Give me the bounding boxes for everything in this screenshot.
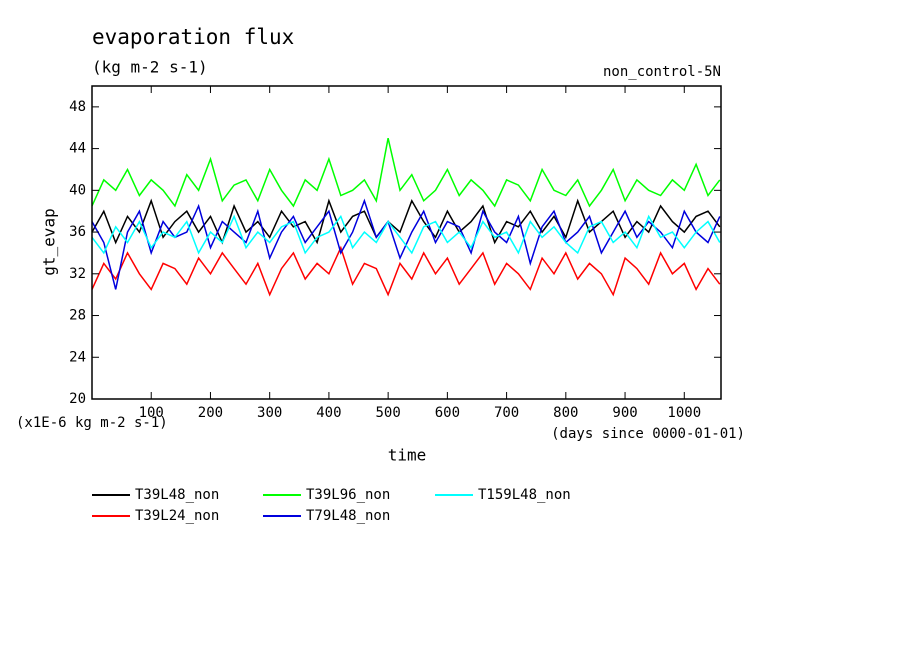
x-tick-label: 800 — [553, 405, 578, 421]
x-tick-label: 1000 — [667, 405, 701, 421]
x-tick-label: 200 — [198, 405, 223, 421]
y-axis-label: gt_evap — [40, 208, 59, 275]
x-tick-label: 700 — [494, 405, 519, 421]
chart-title: evaporation flux — [92, 25, 294, 49]
legend-label: T79L48_non — [306, 508, 390, 524]
x-axis-label: time — [388, 446, 427, 465]
y-tick-label: 28 — [69, 308, 86, 324]
y-tick-label: 24 — [69, 349, 86, 365]
series-line — [91, 214, 721, 255]
x-tick-label: 300 — [257, 405, 282, 421]
legend-label: T39L48_non — [135, 487, 219, 503]
legend-label: T39L96_non — [306, 487, 390, 503]
y-tick-label: 40 — [69, 182, 86, 198]
legend-label: T39L24_non — [135, 508, 219, 524]
x-tick-label: 400 — [316, 405, 341, 421]
series-line — [91, 245, 721, 297]
x-tick-label: 600 — [435, 405, 460, 421]
x-tick-label: 900 — [612, 405, 637, 421]
y-tick-label: 48 — [69, 99, 86, 115]
x-tick-label: 100 — [139, 405, 164, 421]
legend-label: T159L48_non — [478, 487, 571, 503]
annotation: non_control-5N — [603, 64, 721, 80]
chart-subtitle: (kg m-2 s-1) — [92, 58, 208, 77]
y-tick-label: 20 — [69, 391, 86, 407]
y-tick-label: 32 — [69, 266, 86, 282]
y-tick-label: 44 — [69, 141, 86, 157]
series-line — [91, 138, 721, 208]
series-line — [91, 198, 721, 245]
plot-frame — [91, 85, 722, 400]
y-tick-label: 36 — [69, 224, 86, 240]
x-tick-label: 500 — [375, 405, 400, 421]
x-unit-note: (days since 0000-01-01) — [551, 426, 745, 442]
y-unit-note: (x1E-6 kg m-2 s-1) — [16, 415, 168, 431]
